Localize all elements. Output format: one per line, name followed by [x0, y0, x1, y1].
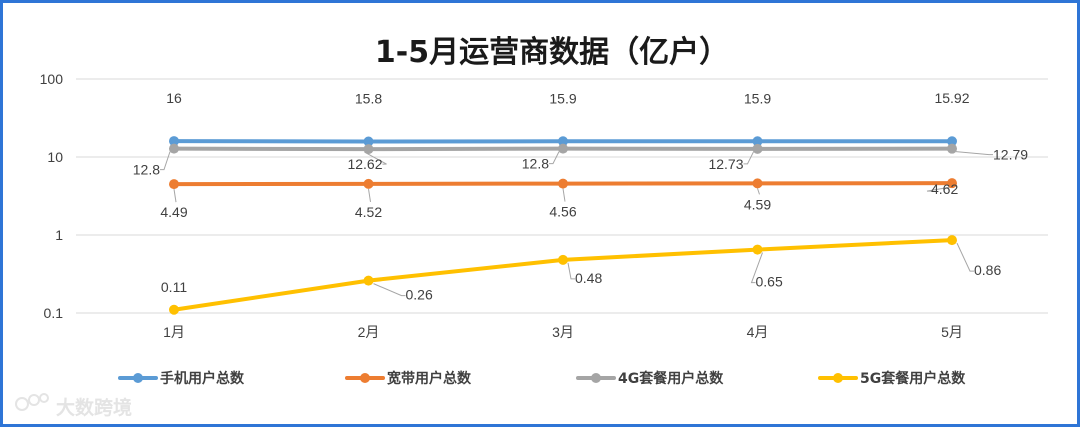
legend-marker — [360, 373, 370, 383]
data-point — [169, 179, 179, 190]
x-tick-label: 3月 — [552, 324, 574, 340]
legend-label: 手机用户总数 — [160, 370, 245, 387]
y-tick-label: 100 — [40, 71, 64, 87]
legend-marker — [133, 373, 143, 383]
data-point — [363, 136, 374, 147]
watermark: 大数跨境 — [15, 393, 132, 419]
data-label: 15.92 — [934, 90, 969, 106]
data-point — [947, 235, 957, 246]
data-point — [752, 143, 763, 154]
data-label: 0.86 — [974, 262, 1001, 278]
series-line — [172, 238, 954, 312]
y-axis: 0.1 1 10 100 — [40, 71, 64, 321]
data-label: 4.59 — [744, 196, 771, 212]
label-leader — [373, 283, 406, 297]
data-point — [363, 275, 374, 286]
x-tick-label: 2月 — [358, 324, 380, 340]
data-label: 4.49 — [160, 204, 187, 220]
x-tick-label: 1月 — [163, 324, 185, 340]
data-point — [169, 136, 179, 147]
data-label: 4.56 — [549, 204, 576, 220]
label-leader — [368, 188, 371, 202]
data-point — [169, 143, 179, 154]
data-label: 12.62 — [347, 156, 382, 172]
y-tick-label: 10 — [47, 149, 63, 165]
label-leader — [750, 252, 763, 284]
label-leader — [956, 242, 974, 272]
data-label: 12.79 — [993, 147, 1028, 163]
y-tick-label: 0.1 — [44, 305, 64, 321]
x-tick-label: 4月 — [747, 324, 769, 340]
data-label: 15.9 — [744, 90, 771, 106]
data-point — [558, 254, 568, 265]
data-point — [947, 136, 957, 147]
data-label: 12.8 — [133, 162, 160, 178]
label-leader — [160, 151, 171, 171]
data-point — [752, 178, 763, 189]
label-leader — [549, 151, 560, 165]
label-leader — [955, 151, 993, 156]
data-point — [363, 178, 374, 189]
data-label: 15.8 — [355, 91, 382, 107]
watermark-text: 大数跨境 — [56, 396, 132, 419]
legend-label: 4G套餐用户总数 — [618, 370, 724, 387]
label-leader — [757, 188, 760, 195]
data-point — [752, 244, 763, 255]
data-label: 15.9 — [549, 90, 576, 106]
legend: 手机用户总数 宽带用户总数 4G套餐用户总数 5G套餐用户总数 — [118, 370, 966, 387]
y-tick-label: 1 — [55, 227, 63, 243]
watermark-logo-icon — [15, 393, 49, 411]
label-leader — [743, 151, 754, 165]
data-label: 4.62 — [931, 181, 958, 197]
x-tick-label: 5月 — [941, 324, 963, 340]
data-point — [947, 143, 957, 154]
data-point — [558, 178, 568, 189]
chart-title: 1-5月运营商数据（亿户） — [375, 35, 729, 70]
data-point — [947, 178, 957, 189]
data-label: 12.8 — [522, 156, 549, 172]
data-label: 0.48 — [575, 270, 602, 286]
data-label: 12.73 — [708, 156, 743, 172]
legend-label: 5G套餐用户总数 — [860, 370, 966, 387]
grid — [76, 78, 1048, 314]
data-label: 16 — [166, 90, 182, 106]
data-label: 0.11 — [161, 279, 187, 295]
data-point — [558, 136, 568, 147]
data-point — [363, 144, 374, 155]
legend-marker — [591, 373, 601, 383]
label-leader — [364, 151, 387, 165]
data-point — [169, 304, 179, 315]
data-label: 0.26 — [406, 287, 433, 303]
label-leader — [173, 189, 177, 203]
data-point — [752, 136, 763, 147]
data-labels: 16 15.8 15.9 15.9 15.92 4.49 4.52 4.56 4.59 4.62 1… — [133, 90, 1028, 303]
legend-label: 宽带用户总数 — [387, 370, 472, 387]
legend-marker — [833, 373, 843, 383]
label-leader — [926, 185, 957, 192]
data-point — [558, 143, 568, 154]
data-label: 4.52 — [355, 204, 382, 220]
label-leader — [562, 188, 566, 202]
label-leaders — [160, 151, 993, 297]
series-lines — [172, 139, 954, 312]
label-leader — [567, 262, 575, 280]
series-points — [169, 136, 957, 315]
x-axis: 1月 2月 3月 4月 5月 — [163, 324, 963, 340]
data-label: 0.65 — [756, 274, 783, 290]
